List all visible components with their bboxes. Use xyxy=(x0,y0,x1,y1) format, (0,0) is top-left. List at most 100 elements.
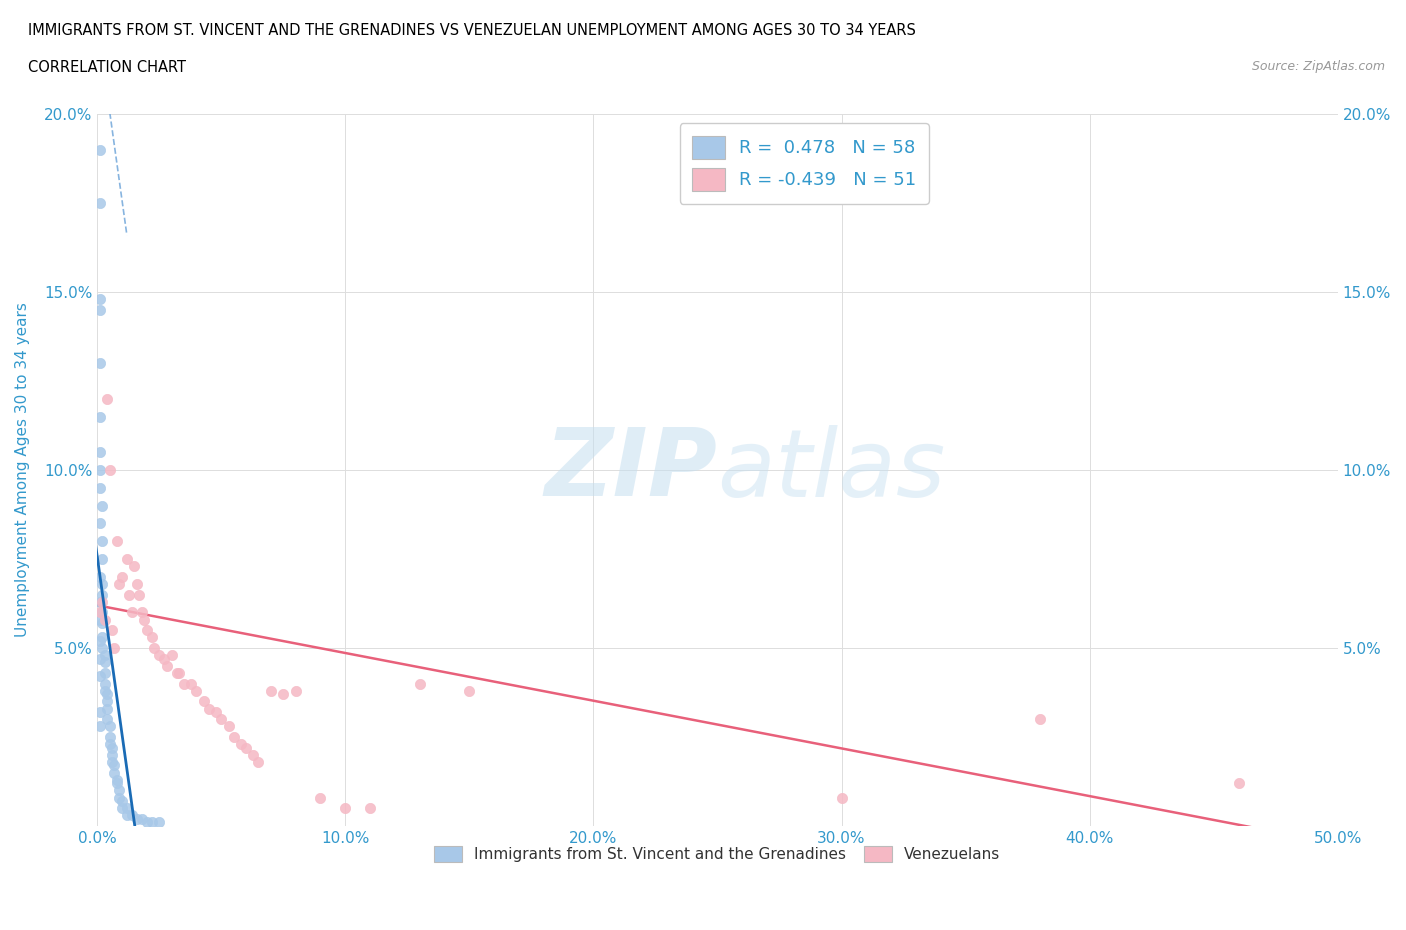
Point xyxy=(103,758,125,773)
Point xyxy=(89,409,111,424)
Text: Source: ZipAtlas.com: Source: ZipAtlas.com xyxy=(1251,60,1385,73)
Point xyxy=(121,808,143,823)
Point xyxy=(93,647,115,662)
Point xyxy=(101,754,124,769)
Point xyxy=(193,694,215,709)
Point xyxy=(96,392,118,406)
Point xyxy=(89,612,111,627)
Point xyxy=(160,647,183,662)
Point xyxy=(108,783,131,798)
Point xyxy=(111,569,134,584)
Point xyxy=(89,481,111,496)
Point xyxy=(131,812,153,827)
Point xyxy=(128,587,150,602)
Point xyxy=(141,630,163,644)
Point xyxy=(1227,776,1250,790)
Point xyxy=(197,701,219,716)
Point xyxy=(134,612,156,627)
Point xyxy=(335,801,357,816)
Point xyxy=(218,719,240,734)
Point xyxy=(260,684,283,698)
Point xyxy=(359,801,381,816)
Point xyxy=(89,605,111,620)
Point xyxy=(89,719,111,734)
Point xyxy=(91,587,114,602)
Point xyxy=(91,630,114,644)
Point xyxy=(143,641,166,656)
Point xyxy=(91,498,114,513)
Point xyxy=(167,666,190,681)
Point xyxy=(111,793,134,808)
Point xyxy=(91,577,114,591)
Point xyxy=(98,719,121,734)
Point xyxy=(141,815,163,830)
Point xyxy=(271,687,294,702)
Text: CORRELATION CHART: CORRELATION CHART xyxy=(28,60,186,75)
Point xyxy=(91,605,114,620)
Point xyxy=(96,701,118,716)
Point xyxy=(89,651,111,666)
Point xyxy=(105,776,128,790)
Point xyxy=(93,676,115,691)
Point xyxy=(242,748,264,763)
Point xyxy=(222,729,245,744)
Point xyxy=(105,534,128,549)
Point xyxy=(89,594,111,609)
Point xyxy=(101,623,124,638)
Point xyxy=(103,765,125,780)
Point xyxy=(91,594,114,609)
Legend: Immigrants from St. Vincent and the Grenadines, Venezuelans: Immigrants from St. Vincent and the Gren… xyxy=(429,840,1007,869)
Point xyxy=(831,790,853,805)
Point xyxy=(458,684,481,698)
Point xyxy=(105,772,128,787)
Point xyxy=(115,551,138,566)
Point xyxy=(115,808,138,823)
Point xyxy=(180,676,202,691)
Point xyxy=(96,687,118,702)
Point xyxy=(229,737,252,751)
Point xyxy=(89,292,111,307)
Point xyxy=(125,577,148,591)
Point xyxy=(89,356,111,371)
Point xyxy=(108,790,131,805)
Point xyxy=(186,684,208,698)
Point xyxy=(115,801,138,816)
Text: ZIP: ZIP xyxy=(544,424,717,516)
Point xyxy=(111,801,134,816)
Point xyxy=(96,694,118,709)
Point xyxy=(205,705,228,720)
Point xyxy=(284,684,307,698)
Text: atlas: atlas xyxy=(717,424,946,515)
Point xyxy=(89,705,111,720)
Point xyxy=(89,633,111,648)
Point xyxy=(96,711,118,726)
Point xyxy=(1029,711,1052,726)
Point xyxy=(98,737,121,751)
Point xyxy=(101,748,124,763)
Point xyxy=(155,658,177,673)
Point xyxy=(93,666,115,681)
Point xyxy=(235,740,257,755)
Point xyxy=(118,587,141,602)
Point xyxy=(93,655,115,670)
Point xyxy=(135,623,157,638)
Point xyxy=(173,676,195,691)
Point xyxy=(91,616,114,631)
Point xyxy=(209,711,232,726)
Point xyxy=(148,647,170,662)
Point xyxy=(131,605,153,620)
Point xyxy=(91,551,114,566)
Point xyxy=(89,445,111,459)
Point xyxy=(93,612,115,627)
Y-axis label: Unemployment Among Ages 30 to 34 years: Unemployment Among Ages 30 to 34 years xyxy=(15,302,30,637)
Point xyxy=(89,516,111,531)
Point xyxy=(98,462,121,477)
Point xyxy=(309,790,332,805)
Point xyxy=(101,740,124,755)
Point xyxy=(108,577,131,591)
Text: IMMIGRANTS FROM ST. VINCENT AND THE GRENADINES VS VENEZUELAN UNEMPLOYMENT AMONG : IMMIGRANTS FROM ST. VINCENT AND THE GREN… xyxy=(28,23,915,38)
Point xyxy=(89,569,111,584)
Point xyxy=(89,302,111,317)
Point xyxy=(93,684,115,698)
Point xyxy=(153,651,176,666)
